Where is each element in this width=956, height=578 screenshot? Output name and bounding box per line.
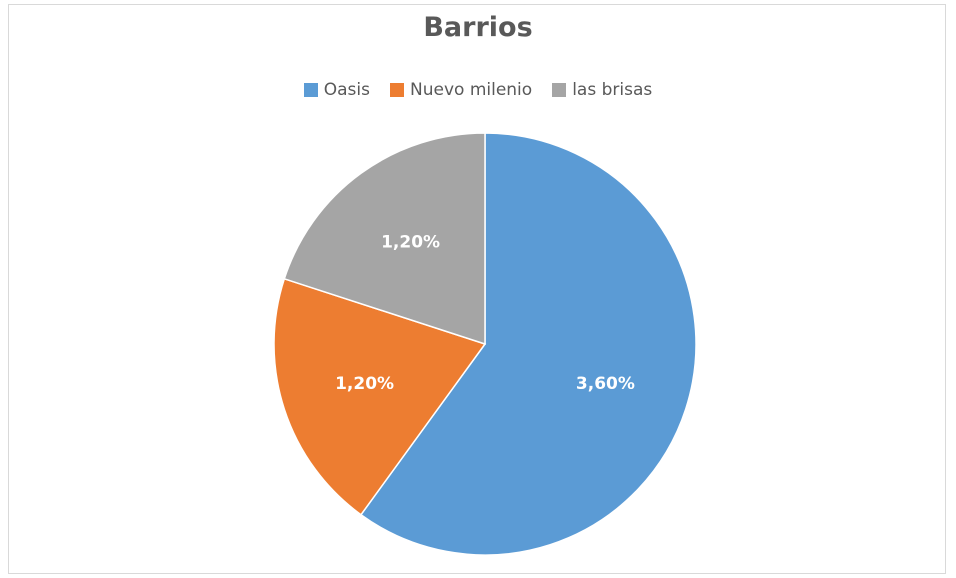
legend-item-nuevo-milenio: Nuevo milenio [390, 80, 532, 100]
legend-label-oasis: Oasis [323, 80, 370, 100]
legend-label-las-brisas: las brisas [572, 80, 653, 100]
legend-item-oasis: Oasis [303, 80, 370, 100]
pie-slice-las-brisas [283, 132, 486, 346]
legend-label-nuevo-milenio: Nuevo milenio [410, 80, 533, 100]
pie-slice-nuevo-milenio [273, 277, 487, 516]
data-label-las-brisas: 1,20% [381, 233, 440, 253]
legend-item-las-brisas: las brisas [552, 80, 652, 100]
legend-swatch-nuevo-milenio [390, 83, 404, 97]
legend-swatch-oasis [303, 83, 318, 97]
pie-slice-oasis [359, 132, 697, 556]
chart-title: Barrios [423, 12, 533, 43]
data-label-oasis: 3,60% [576, 374, 635, 394]
legend-swatch-las-brisas [552, 83, 567, 97]
data-label-nuevo-milenio: 1,20% [335, 374, 394, 394]
chart-legend: Oasis Nuevo milenio las brisas [0, 80, 956, 100]
